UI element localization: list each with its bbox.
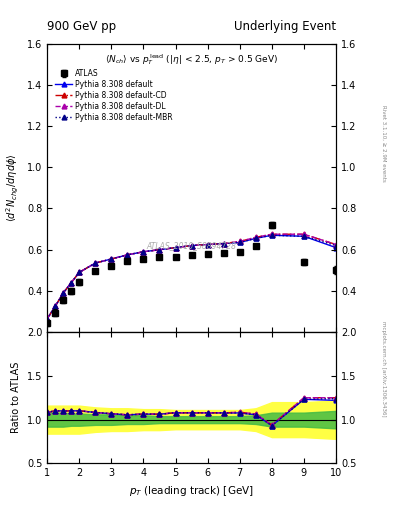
Pythia 8.308 default-CD bbox=[109, 256, 114, 262]
Pythia 8.308 default-DL bbox=[53, 303, 57, 309]
Pythia 8.308 default-CD bbox=[45, 316, 50, 322]
Pythia 8.308 default-DL bbox=[69, 280, 73, 286]
Pythia 8.308 default-CD bbox=[205, 242, 210, 248]
Pythia 8.308 default bbox=[270, 232, 274, 238]
Pythia 8.308 default-CD bbox=[253, 234, 258, 241]
Text: 900 GeV pp: 900 GeV pp bbox=[47, 20, 116, 33]
Pythia 8.308 default-CD bbox=[61, 290, 66, 296]
Pythia 8.308 default bbox=[77, 269, 82, 275]
Pythia 8.308 default bbox=[45, 316, 50, 322]
Text: $\langle N_{ch}\rangle$ vs $p_T^{\,\mathregular{lead}}$ ($|\eta|$ < 2.5, $p_T$ >: $\langle N_{ch}\rangle$ vs $p_T^{\,\math… bbox=[105, 52, 278, 67]
Pythia 8.308 default-DL bbox=[205, 242, 210, 248]
Pythia 8.308 default-DL bbox=[173, 245, 178, 251]
Pythia 8.308 default-CD bbox=[69, 280, 73, 286]
Pythia 8.308 default-CD bbox=[270, 231, 274, 237]
Pythia 8.308 default-CD bbox=[221, 241, 226, 247]
Text: ATLAS_2010_S8894728: ATLAS_2010_S8894728 bbox=[147, 241, 237, 250]
Pythia 8.308 default-DL bbox=[253, 234, 258, 241]
Pythia 8.308 default-CD bbox=[237, 239, 242, 245]
Pythia 8.308 default bbox=[125, 252, 130, 258]
Pythia 8.308 default bbox=[141, 249, 146, 255]
Pythia 8.308 default-MBR bbox=[173, 245, 178, 251]
Pythia 8.308 default bbox=[205, 242, 210, 248]
Pythia 8.308 default-MBR bbox=[301, 233, 306, 240]
Pythia 8.308 default-MBR bbox=[189, 243, 194, 249]
Pythia 8.308 default-MBR bbox=[109, 256, 114, 262]
Text: mcplots.cern.ch [arXiv:1306.3436]: mcplots.cern.ch [arXiv:1306.3436] bbox=[381, 321, 386, 416]
Pythia 8.308 default-DL bbox=[237, 239, 242, 245]
Pythia 8.308 default bbox=[61, 290, 66, 296]
Pythia 8.308 default-MBR bbox=[221, 241, 226, 247]
Pythia 8.308 default-DL bbox=[221, 241, 226, 247]
Pythia 8.308 default-DL bbox=[157, 247, 162, 253]
Pythia 8.308 default-MBR bbox=[157, 247, 162, 253]
Line: Pythia 8.308 default-MBR: Pythia 8.308 default-MBR bbox=[45, 233, 338, 321]
Pythia 8.308 default-DL bbox=[45, 316, 50, 322]
Pythia 8.308 default-CD bbox=[334, 242, 338, 248]
Pythia 8.308 default-CD bbox=[301, 231, 306, 237]
Pythia 8.308 default bbox=[53, 303, 57, 309]
Pythia 8.308 default-DL bbox=[270, 231, 274, 237]
Pythia 8.308 default-CD bbox=[173, 245, 178, 251]
Pythia 8.308 default-MBR bbox=[45, 316, 50, 322]
Pythia 8.308 default-MBR bbox=[270, 232, 274, 238]
Pythia 8.308 default bbox=[253, 236, 258, 242]
Pythia 8.308 default-MBR bbox=[141, 249, 146, 255]
Pythia 8.308 default-DL bbox=[301, 231, 306, 237]
Pythia 8.308 default-MBR bbox=[237, 240, 242, 246]
Pythia 8.308 default bbox=[69, 280, 73, 286]
Pythia 8.308 default-DL bbox=[93, 260, 97, 266]
Pythia 8.308 default-CD bbox=[93, 260, 97, 266]
Pythia 8.308 default bbox=[109, 256, 114, 262]
Pythia 8.308 default-DL bbox=[77, 269, 82, 275]
Pythia 8.308 default-DL bbox=[61, 290, 66, 296]
Pythia 8.308 default-DL bbox=[125, 252, 130, 258]
Pythia 8.308 default-MBR bbox=[61, 290, 66, 296]
Pythia 8.308 default bbox=[334, 245, 338, 251]
Y-axis label: $\langle d^2 N_{chg}/d\eta d\phi \rangle$: $\langle d^2 N_{chg}/d\eta d\phi \rangle… bbox=[5, 154, 21, 222]
Pythia 8.308 default bbox=[173, 245, 178, 251]
Pythia 8.308 default-CD bbox=[125, 252, 130, 258]
Pythia 8.308 default-DL bbox=[141, 249, 146, 255]
Pythia 8.308 default bbox=[301, 233, 306, 240]
Pythia 8.308 default-DL bbox=[334, 242, 338, 248]
Pythia 8.308 default bbox=[221, 241, 226, 247]
Pythia 8.308 default-CD bbox=[141, 249, 146, 255]
Pythia 8.308 default-MBR bbox=[205, 242, 210, 248]
Pythia 8.308 default-MBR bbox=[77, 269, 82, 275]
Line: Pythia 8.308 default-DL: Pythia 8.308 default-DL bbox=[45, 232, 338, 321]
Pythia 8.308 default-CD bbox=[77, 269, 82, 275]
Text: Underlying Event: Underlying Event bbox=[234, 20, 336, 33]
Pythia 8.308 default bbox=[157, 247, 162, 253]
Line: Pythia 8.308 default: Pythia 8.308 default bbox=[45, 233, 338, 321]
Pythia 8.308 default-DL bbox=[189, 243, 194, 249]
Pythia 8.308 default-CD bbox=[189, 243, 194, 249]
X-axis label: $p_T$ (leading track) [GeV]: $p_T$ (leading track) [GeV] bbox=[129, 484, 254, 498]
Pythia 8.308 default-MBR bbox=[334, 243, 338, 249]
Line: Pythia 8.308 default-CD: Pythia 8.308 default-CD bbox=[45, 232, 338, 321]
Pythia 8.308 default-MBR bbox=[125, 252, 130, 258]
Pythia 8.308 default-MBR bbox=[53, 303, 57, 309]
Pythia 8.308 default-MBR bbox=[253, 236, 258, 242]
Text: Rivet 3.1.10, ≥ 2.9M events: Rivet 3.1.10, ≥ 2.9M events bbox=[381, 105, 386, 182]
Legend: ATLAS, Pythia 8.308 default, Pythia 8.308 default-CD, Pythia 8.308 default-DL, P: ATLAS, Pythia 8.308 default, Pythia 8.30… bbox=[54, 68, 174, 123]
Pythia 8.308 default-MBR bbox=[93, 260, 97, 266]
Pythia 8.308 default bbox=[237, 240, 242, 246]
Pythia 8.308 default-CD bbox=[53, 303, 57, 309]
Pythia 8.308 default bbox=[189, 243, 194, 249]
Y-axis label: Ratio to ATLAS: Ratio to ATLAS bbox=[11, 362, 21, 434]
Pythia 8.308 default-DL bbox=[109, 256, 114, 262]
Pythia 8.308 default-CD bbox=[157, 247, 162, 253]
Pythia 8.308 default bbox=[93, 260, 97, 266]
Pythia 8.308 default-MBR bbox=[69, 280, 73, 286]
